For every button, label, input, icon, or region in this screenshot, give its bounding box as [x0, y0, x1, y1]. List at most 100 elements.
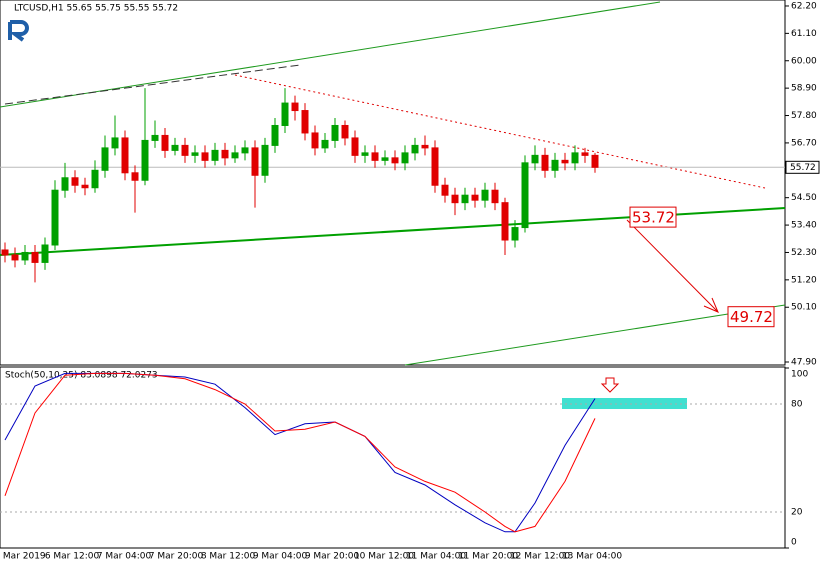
candle-body: [481, 189, 489, 201]
candle-body: [461, 194, 469, 204]
candle-body: [451, 194, 459, 204]
y-tick-label: 52.30: [791, 248, 817, 258]
candle-body: [261, 144, 269, 176]
stoch-frame: [0, 366, 786, 549]
y-tick-label: 47.90: [791, 358, 817, 368]
x-tick-label: 9 Mar 20:00: [305, 552, 360, 562]
x-tick-label: 6 Mar 12:00: [45, 552, 100, 562]
candle-body: [171, 144, 179, 151]
candle-body: [1, 249, 9, 256]
last-price-box: [785, 160, 820, 174]
candle-body: [401, 152, 409, 164]
logo: [8, 20, 29, 42]
y-tick-label: 20: [791, 508, 803, 518]
candle-body: [51, 189, 59, 246]
candle-body: [191, 152, 199, 156]
candle-body: [11, 254, 19, 261]
y-tick-label: 56.70: [791, 138, 817, 148]
x-tick-label: 12 Mar 12:00: [510, 552, 570, 562]
candle-body: [321, 139, 329, 149]
upper-channel: [0, 1, 661, 108]
candle-body: [301, 110, 309, 134]
candle-body: [81, 184, 89, 189]
candle-body: [561, 159, 569, 164]
y-tick-label: 80: [791, 400, 803, 410]
candle-body: [341, 124, 349, 139]
candle-body: [121, 137, 129, 174]
target-label: 49.72: [730, 308, 773, 326]
candle-body: [61, 177, 69, 191]
x-tick-label: 7 Mar 20:00: [149, 552, 204, 562]
y-tick-label: 100: [791, 370, 808, 380]
candle-body: [471, 194, 479, 201]
x-tick-label: 9 Mar 04:00: [253, 552, 308, 562]
candle-body: [111, 137, 119, 149]
candle-body: [231, 152, 239, 159]
candle-body: [591, 154, 599, 168]
dashed-line: [4, 64, 301, 105]
y-tick-label: 51.20: [791, 275, 817, 285]
target-box: [727, 306, 775, 328]
y-tick-label: 57.80: [791, 111, 817, 121]
y-tick-label: 53.40: [791, 221, 817, 231]
chart-title: LTCUSD,H1 55.65 55.75 55.55 55.72: [14, 4, 178, 14]
candle-body: [181, 144, 189, 156]
x-tick-label: 8 Mar 12:00: [201, 552, 256, 562]
x-tick-label: 5 Mar 2019: [0, 552, 46, 562]
candle-body: [211, 149, 219, 161]
candle-body: [391, 157, 399, 164]
lower-channel: [404, 304, 786, 366]
candle-body: [441, 184, 449, 196]
last-price-label: 55.72: [790, 163, 816, 173]
candle-body: [71, 177, 79, 186]
x-tick-label: 7 Mar 04:00: [97, 552, 152, 562]
x-tick-label: 11 Mar 04:00: [406, 552, 466, 562]
candle-body: [571, 152, 579, 164]
candle-body: [581, 152, 589, 156]
y-tick-label: 54.50: [791, 193, 817, 203]
candle-body: [201, 152, 209, 161]
x-tick-label: 10 Mar 12:00: [354, 552, 414, 562]
candle-body: [431, 147, 439, 186]
candle-body: [511, 227, 519, 241]
candle-body: [531, 154, 539, 164]
target-box: [629, 206, 677, 228]
resistance-line: [234, 74, 766, 189]
stoch-line: [4, 372, 596, 533]
candle-body: [251, 147, 259, 176]
x-tick-label: 13 Mar 04:00: [562, 552, 622, 562]
candle-body: [281, 102, 289, 126]
stoch-title: Stoch(50,10,25) 83.0898 72.0273: [5, 371, 158, 381]
candle-body: [271, 124, 279, 146]
candle-body: [161, 134, 169, 151]
candle-body: [21, 251, 29, 261]
candle-body: [521, 162, 529, 229]
candle-body: [331, 124, 339, 141]
candle-body: [241, 147, 249, 154]
candle-body: [361, 152, 369, 156]
candle-body: [91, 169, 99, 189]
y-tick-label: 58.90: [791, 84, 817, 94]
candle-body: [311, 132, 319, 149]
candle-body: [371, 152, 379, 161]
y-tick-label: 50.10: [791, 303, 817, 313]
candle-body: [131, 172, 139, 181]
candle-body: [501, 202, 509, 241]
candle-body: [291, 102, 299, 112]
main-frame: [0, 0, 786, 366]
candle-body: [221, 149, 229, 159]
candle-body: [41, 244, 49, 263]
highlight-zone: [562, 398, 687, 409]
candle-body: [421, 144, 429, 149]
candle-body: [141, 139, 149, 181]
stoch-line: [4, 372, 596, 533]
candle-body: [551, 159, 559, 171]
x-tick-label: 11 Mar 20:00: [458, 552, 518, 562]
forecast-arrow: [626, 219, 719, 313]
y-tick-label: 62.20: [791, 1, 817, 11]
candle-body: [411, 144, 419, 154]
y-tick-label: 0: [791, 538, 797, 548]
candle-body: [31, 251, 39, 263]
candle-body: [381, 157, 389, 161]
